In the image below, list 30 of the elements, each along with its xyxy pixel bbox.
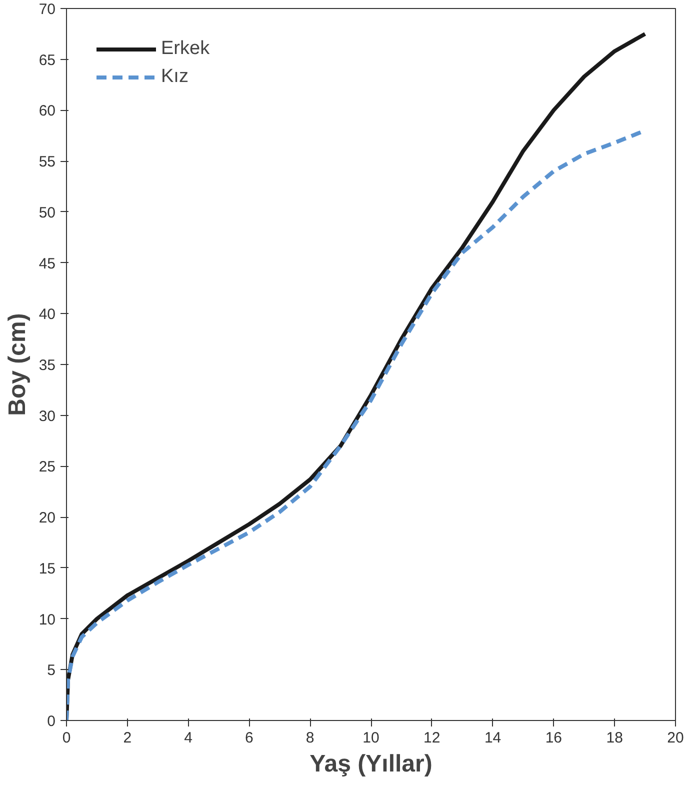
y-tick-label: 65: [38, 52, 56, 69]
y-tick-label: 0: [47, 713, 56, 730]
x-tick-label: 6: [245, 730, 254, 746]
y-tick-label: 30: [38, 408, 56, 425]
x-tick-label: 12: [424, 730, 440, 746]
y-tick-label: 50: [38, 204, 56, 222]
y-tick-label: 10: [38, 611, 56, 628]
y-tick-label: 5: [47, 662, 56, 680]
legend-label: Kız: [161, 66, 188, 88]
y-tick-label: 60: [38, 102, 56, 120]
x-tick-label: 16: [545, 730, 562, 746]
y-tick-label: 35: [38, 357, 56, 374]
legend-label: Erkek: [161, 38, 210, 60]
x-tick-label: 0: [62, 730, 71, 746]
y-tick-label: 45: [38, 255, 56, 272]
y-tick-label: 55: [38, 154, 56, 171]
y-tick-label: 20: [38, 510, 56, 527]
y-axis-title: Boy (cm): [4, 313, 31, 416]
y-tick-label: 40: [38, 306, 56, 324]
y-tick-label: 70: [38, 1, 56, 18]
y-tick-label: 15: [38, 560, 56, 578]
x-tick-label: 20: [667, 730, 684, 746]
x-tick-label: 14: [484, 730, 502, 746]
x-tick-label: 8: [306, 730, 314, 746]
x-tick-label: 10: [362, 730, 380, 746]
y-tick-label: 25: [38, 458, 56, 476]
x-tick-label: 2: [123, 730, 132, 746]
x-tick-label: 4: [184, 730, 192, 746]
x-axis-title: Yaş (Yıllar): [310, 750, 432, 778]
x-tick-label: 18: [606, 730, 623, 746]
